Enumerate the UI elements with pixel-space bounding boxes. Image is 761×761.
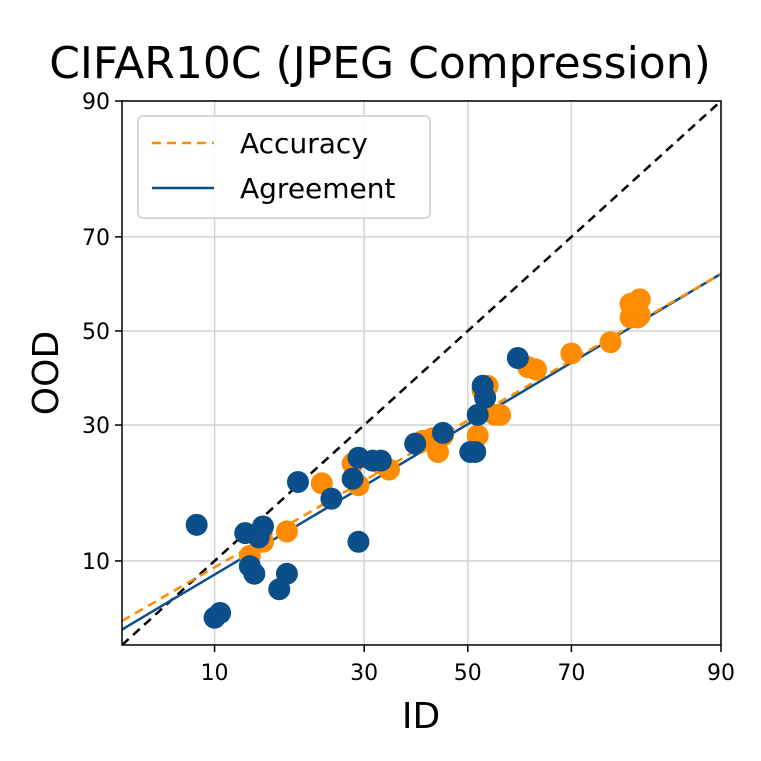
x-ticks: 10 30 50 70 90 [201, 645, 735, 686]
y-tick-label-70: 70 [82, 226, 110, 251]
point-agreement-13 [347, 530, 370, 553]
y-tick-label-90: 90 [82, 90, 110, 115]
point-agreement-16 [369, 449, 392, 472]
point-accuracy-17 [489, 403, 512, 426]
legend-box [137, 115, 431, 219]
point-accuracy-19 [524, 358, 547, 381]
point-agreement-10 [286, 470, 309, 493]
plot-frame [121, 100, 722, 646]
series-agreement [185, 347, 529, 629]
x-tick-label-30: 30 [350, 661, 378, 686]
point-agreement-5 [243, 562, 266, 585]
y-tick-label-50: 50 [82, 320, 110, 345]
point-agreement-11 [320, 487, 343, 510]
x-tick-label-50: 50 [454, 661, 482, 686]
point-agreement-12 [341, 467, 364, 490]
point-accuracy-2 [275, 520, 298, 543]
x-axis-label: ID [402, 696, 440, 737]
point-agreement-0 [185, 513, 208, 536]
y-ticks: 10 30 50 70 90 [82, 90, 122, 575]
point-agreement-20 [464, 440, 487, 463]
legend: Accuracy Agreement [137, 115, 431, 219]
point-accuracy-20 [560, 342, 583, 365]
legend-label-accuracy: Accuracy [240, 127, 368, 160]
legend-label-agreement: Agreement [240, 172, 396, 205]
y-axis-label: OOD [26, 331, 67, 415]
point-agreement-2 [209, 601, 232, 624]
point-agreement-24 [506, 347, 529, 370]
x-tick-label-70: 70 [557, 661, 585, 686]
x-tick-label-90: 90 [707, 661, 735, 686]
chart-title: CIFAR10C (JPEG Compression) [49, 38, 711, 89]
point-accuracy-13 [466, 424, 489, 447]
point-agreement-7 [251, 515, 274, 538]
point-accuracy-21 [599, 331, 622, 354]
point-agreement-18 [431, 421, 454, 444]
point-agreement-21 [466, 403, 489, 426]
y-tick-label-10: 10 [82, 550, 110, 575]
data-points [185, 288, 651, 629]
point-accuracy-27 [628, 288, 651, 311]
point-agreement-17 [404, 432, 427, 455]
point-agreement-9 [275, 562, 298, 585]
point-accuracy-26 [628, 304, 651, 327]
x-tick-label-10: 10 [201, 661, 229, 686]
y-tick-label-30: 30 [82, 414, 110, 439]
point-agreement-23 [474, 386, 497, 409]
